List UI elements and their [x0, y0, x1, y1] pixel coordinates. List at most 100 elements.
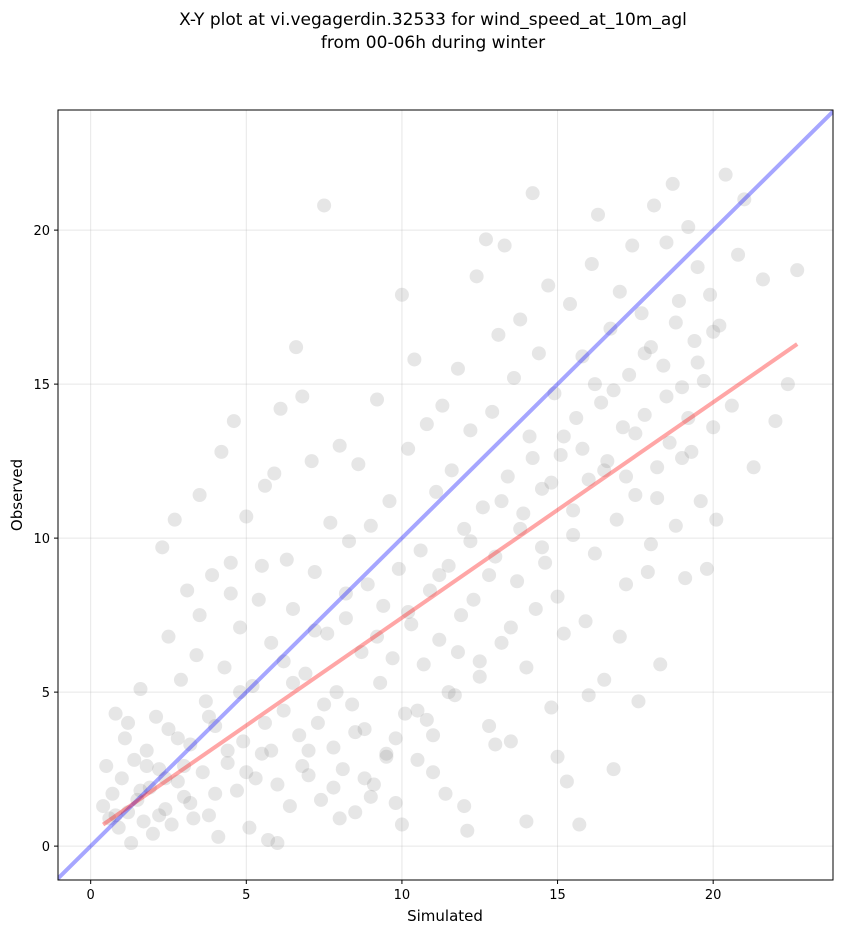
data-point	[706, 420, 721, 435]
data-point	[332, 438, 347, 453]
data-point	[155, 540, 170, 555]
data-point	[687, 334, 702, 348]
data-point	[152, 808, 167, 823]
data-point	[637, 346, 652, 361]
data-point	[432, 632, 447, 647]
data-point	[612, 284, 627, 299]
data-point	[643, 340, 658, 355]
data-point	[690, 260, 705, 275]
data-point	[282, 799, 297, 814]
data-point	[466, 592, 481, 607]
data-point	[285, 675, 300, 690]
data-point	[404, 617, 419, 632]
data-point	[494, 494, 509, 509]
data-point	[289, 340, 304, 355]
data-point	[108, 706, 123, 721]
data-point	[584, 257, 599, 271]
data-point	[538, 555, 553, 570]
data-point	[485, 404, 500, 419]
data-point	[342, 534, 357, 549]
data-point	[603, 321, 618, 336]
data-point	[326, 740, 341, 755]
data-point	[298, 666, 313, 681]
data-point	[270, 836, 285, 851]
data-point	[550, 589, 565, 604]
data-point	[205, 568, 220, 583]
data-point	[460, 823, 475, 838]
x-tick-label: 0	[87, 888, 95, 903]
data-point	[528, 601, 543, 616]
data-point	[699, 561, 714, 576]
data-point	[534, 540, 549, 555]
data-point	[348, 725, 363, 740]
data-point	[547, 386, 562, 401]
data-point	[301, 768, 316, 783]
data-point	[407, 352, 422, 367]
data-point	[488, 737, 503, 752]
data-point	[363, 789, 378, 804]
x-tick-label: 15	[549, 888, 566, 903]
data-point	[544, 475, 559, 490]
data-point	[693, 494, 708, 509]
data-point	[111, 820, 126, 835]
data-point	[612, 629, 627, 644]
x-axis-label: Simulated	[407, 907, 483, 925]
data-point	[348, 805, 363, 820]
data-point	[447, 688, 462, 703]
data-point	[401, 441, 416, 456]
data-point	[211, 829, 226, 844]
data-point	[482, 719, 497, 733]
data-point	[696, 374, 711, 389]
data-point	[314, 792, 329, 807]
data-point	[388, 796, 403, 810]
data-point	[581, 688, 596, 703]
data-point	[220, 743, 235, 758]
data-point	[398, 706, 413, 721]
data-point	[170, 731, 185, 746]
data-point	[102, 811, 117, 826]
reference-lines	[58, 110, 833, 880]
y-axis-label: Observed	[8, 459, 26, 531]
data-point	[301, 743, 316, 758]
data-point	[183, 737, 198, 752]
data-point	[161, 722, 176, 737]
data-point	[606, 383, 621, 398]
data-point	[653, 657, 668, 672]
data-point	[422, 583, 437, 598]
data-point	[257, 715, 272, 730]
grid	[58, 110, 833, 880]
data-point	[619, 469, 634, 484]
data-point	[634, 306, 649, 321]
data-point	[320, 626, 335, 641]
data-point	[229, 783, 244, 798]
data-point	[662, 435, 677, 450]
data-point	[534, 481, 549, 496]
data-point	[587, 377, 602, 392]
data-point	[503, 734, 518, 749]
data-point	[251, 592, 266, 607]
data-point	[690, 355, 705, 370]
data-point	[631, 694, 646, 709]
data-point	[503, 620, 518, 635]
data-point	[625, 238, 640, 253]
data-point	[354, 645, 369, 660]
data-point	[279, 552, 294, 567]
data-point	[223, 586, 238, 601]
data-point	[170, 774, 185, 789]
axis-ticks: 0 5 10 15 20 0 5 10 15 20	[33, 224, 721, 903]
data-point	[173, 672, 188, 687]
data-point	[684, 444, 699, 459]
data-point	[578, 614, 593, 629]
data-point	[600, 454, 615, 469]
data-point	[737, 192, 752, 207]
data-point	[513, 521, 528, 536]
data-point	[145, 826, 160, 841]
data-point	[706, 324, 721, 339]
data-point	[637, 407, 652, 422]
data-point	[248, 771, 263, 786]
data-point	[177, 759, 192, 774]
data-point	[472, 654, 487, 669]
data-point	[245, 678, 260, 693]
data-point	[709, 512, 724, 527]
data-point	[643, 537, 658, 552]
